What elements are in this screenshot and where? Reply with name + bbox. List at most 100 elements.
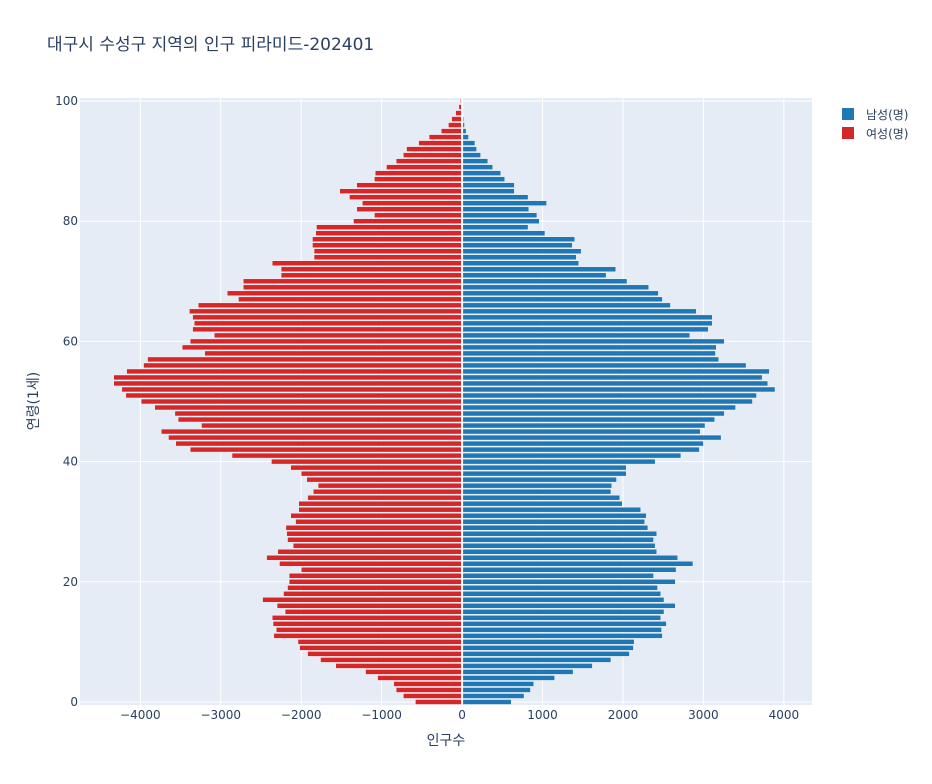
male-bar-age-6[interactable] xyxy=(461,663,593,669)
male-bar-age-59[interactable] xyxy=(461,344,717,351)
male-bar-age-17[interactable] xyxy=(461,597,665,603)
male-bar-age-91[interactable] xyxy=(461,152,481,158)
female-bar-age-48[interactable] xyxy=(174,410,463,417)
female-bar-age-4[interactable] xyxy=(377,675,463,681)
female-bar-age-50[interactable] xyxy=(140,398,463,405)
male-bar-age-3[interactable] xyxy=(461,681,534,687)
female-bar-age-17[interactable] xyxy=(262,597,463,603)
female-bar-age-47[interactable] xyxy=(177,416,463,423)
female-bar-age-83[interactable] xyxy=(362,200,463,206)
male-bar-age-2[interactable] xyxy=(461,687,531,693)
female-bar-age-87[interactable] xyxy=(374,176,463,182)
female-bar-age-53[interactable] xyxy=(113,380,463,387)
female-bar-age-65[interactable] xyxy=(189,308,463,315)
male-bar-age-20[interactable] xyxy=(461,579,676,585)
female-bar-age-38[interactable] xyxy=(301,470,463,477)
female-bar-age-34[interactable] xyxy=(307,494,463,501)
male-bar-age-8[interactable] xyxy=(461,651,630,657)
female-bar-age-45[interactable] xyxy=(161,428,463,435)
female-bar-age-68[interactable] xyxy=(227,290,463,296)
female-bar-age-9[interactable] xyxy=(299,645,463,651)
male-bar-age-77[interactable] xyxy=(461,236,575,242)
female-bar-age-94[interactable] xyxy=(428,134,463,140)
male-bar-age-43[interactable] xyxy=(461,440,704,447)
male-bar-age-39[interactable] xyxy=(461,464,627,471)
female-bar-age-7[interactable] xyxy=(320,657,463,663)
female-bar-age-29[interactable] xyxy=(285,525,463,531)
male-bar-age-51[interactable] xyxy=(461,392,757,399)
female-bar-age-26[interactable] xyxy=(292,543,463,549)
male-bar-age-69[interactable] xyxy=(461,284,649,290)
male-bar-age-32[interactable] xyxy=(461,507,641,513)
male-bar-age-63[interactable] xyxy=(461,320,713,327)
female-bar-age-23[interactable] xyxy=(279,561,463,567)
female-bar-age-0[interactable] xyxy=(415,699,463,705)
legend[interactable]: 남성(명) 여성(명) xyxy=(842,108,908,141)
female-bar-age-77[interactable] xyxy=(312,236,463,242)
female-bar-age-90[interactable] xyxy=(395,158,463,164)
female-bar-age-86[interactable] xyxy=(356,182,463,188)
female-bar-age-10[interactable] xyxy=(297,639,463,645)
female-bar-age-81[interactable] xyxy=(374,212,463,218)
female-bar-age-64[interactable] xyxy=(192,314,463,321)
male-bar-age-11[interactable] xyxy=(461,633,663,639)
male-bar-age-72[interactable] xyxy=(461,266,616,272)
female-bar-age-73[interactable] xyxy=(272,260,463,266)
male-bar-age-81[interactable] xyxy=(461,212,538,218)
female-bar-age-18[interactable] xyxy=(283,591,463,597)
male-bar-age-9[interactable] xyxy=(461,645,634,651)
legend-item-male[interactable]: 남성(명) xyxy=(842,108,908,122)
female-bar-age-28[interactable] xyxy=(286,531,463,537)
female-bar-age-79[interactable] xyxy=(316,224,463,230)
male-bar-age-75[interactable] xyxy=(461,248,582,254)
female-bar-age-14[interactable] xyxy=(272,615,463,621)
female-bar-age-33[interactable] xyxy=(298,501,463,507)
male-bar-age-7[interactable] xyxy=(461,657,612,663)
male-bar-age-0[interactable] xyxy=(461,699,512,705)
female-bar-age-20[interactable] xyxy=(288,579,463,585)
male-bar-age-30[interactable] xyxy=(461,519,645,525)
female-bar-age-3[interactable] xyxy=(393,681,463,687)
female-bar-age-89[interactable] xyxy=(386,164,463,170)
male-bar-age-33[interactable] xyxy=(461,501,623,507)
male-bar-age-68[interactable] xyxy=(461,290,659,296)
female-bar-age-62[interactable] xyxy=(192,326,463,333)
female-bar-age-24[interactable] xyxy=(266,555,463,561)
male-bar-age-19[interactable] xyxy=(461,585,658,591)
male-bar-age-25[interactable] xyxy=(461,549,657,555)
female-bar-age-42[interactable] xyxy=(190,446,463,453)
female-bar-age-51[interactable] xyxy=(125,392,463,399)
female-bar-age-74[interactable] xyxy=(313,254,463,260)
female-bar-age-61[interactable] xyxy=(214,332,463,339)
female-bar-age-8[interactable] xyxy=(307,651,463,657)
female-bar-age-21[interactable] xyxy=(288,573,463,579)
male-bar-age-57[interactable] xyxy=(461,356,719,363)
female-bar-age-58[interactable] xyxy=(204,350,463,357)
male-bar-age-66[interactable] xyxy=(461,302,671,309)
male-bar-age-35[interactable] xyxy=(461,488,612,495)
female-bar-age-55[interactable] xyxy=(126,368,463,375)
female-bar-age-92[interactable] xyxy=(406,146,463,152)
male-bar-age-79[interactable] xyxy=(461,224,529,230)
male-bar-age-40[interactable] xyxy=(461,458,656,465)
female-bar-age-95[interactable] xyxy=(440,128,463,134)
female-bar-age-12[interactable] xyxy=(276,627,463,633)
female-bar-age-91[interactable] xyxy=(403,152,463,158)
female-bar-age-76[interactable] xyxy=(312,242,463,248)
female-bar-age-37[interactable] xyxy=(306,476,463,483)
male-bar-age-89[interactable] xyxy=(461,164,493,170)
male-bar-age-80[interactable] xyxy=(461,218,540,224)
female-bar-age-69[interactable] xyxy=(243,284,463,290)
male-bar-age-22[interactable] xyxy=(461,567,677,573)
male-bar-age-70[interactable] xyxy=(461,278,628,284)
male-bar-age-10[interactable] xyxy=(461,639,635,645)
female-bar-age-27[interactable] xyxy=(287,537,463,543)
male-bar-age-26[interactable] xyxy=(461,543,656,549)
legend-item-female[interactable]: 여성(명) xyxy=(842,127,908,141)
male-bar-age-15[interactable] xyxy=(461,609,665,615)
female-bar-age-32[interactable] xyxy=(298,507,463,513)
male-bar-age-49[interactable] xyxy=(461,404,736,411)
female-bar-age-70[interactable] xyxy=(243,278,463,284)
male-bar-age-86[interactable] xyxy=(461,182,515,188)
female-bar-age-57[interactable] xyxy=(147,356,463,363)
